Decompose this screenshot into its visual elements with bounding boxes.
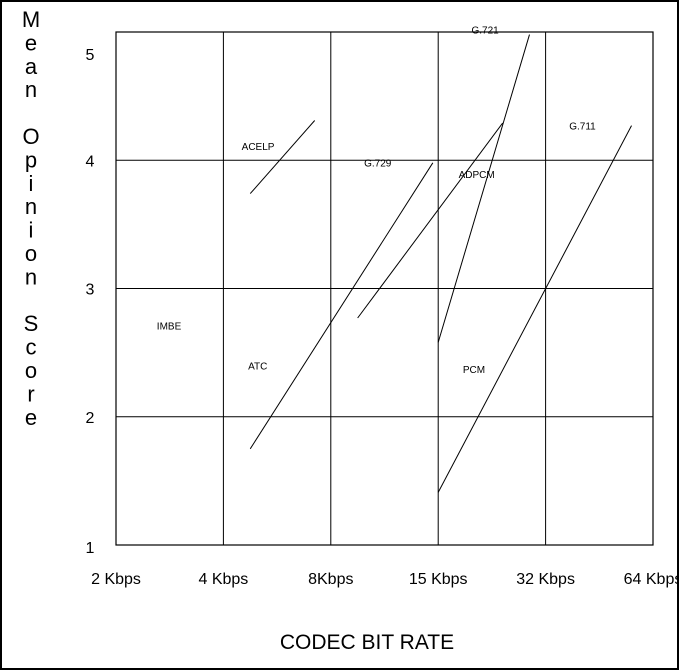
- series-line-4: [437, 125, 632, 493]
- series-line-1: [249, 120, 316, 194]
- x-tick-label: 2 Kbps: [91, 571, 141, 588]
- label-acelp: ACELP: [242, 142, 275, 153]
- y-label-letter: e: [25, 30, 37, 55]
- y-label-letter: i: [29, 218, 34, 243]
- y-label-letter: i: [29, 171, 34, 196]
- y-tick-label: 4: [86, 153, 95, 170]
- x-tick-label: 8Kbps: [308, 571, 353, 588]
- y-label-letter: n: [25, 264, 37, 289]
- y-label-letter: M: [22, 7, 40, 32]
- y-label-letter: n: [25, 194, 37, 219]
- x-tick-label: 15 Kbps: [409, 571, 468, 588]
- label-pcm: PCM: [463, 365, 485, 376]
- y-tick-label: 2: [86, 410, 95, 427]
- y-label-letter: n: [25, 77, 37, 102]
- codec-labels: ACELP G.729 IMBE ATC G.721 G.711 ADPCM PCM: [157, 25, 596, 376]
- y-label-letter: e: [25, 405, 37, 430]
- label-g-711: G.711: [569, 121, 596, 132]
- label-imbe: IMBE: [157, 322, 182, 333]
- y-tick-label: 5: [86, 47, 95, 64]
- series-line-0: [357, 122, 504, 319]
- x-tick-label: 4 Kbps: [198, 571, 248, 588]
- x-axis-ticks: 2 Kbps 4 Kbps 8Kbps 15 Kbps 32 Kbps 64 Kbps: [91, 571, 679, 588]
- label-adpcm: ADPCM: [459, 170, 495, 181]
- y-tick-label: 3: [86, 282, 95, 299]
- x-axis-label: CODEC BIT RATE: [280, 631, 454, 654]
- series-line-3: [437, 34, 530, 343]
- plot-area-border: [115, 31, 654, 546]
- grid: [115, 31, 654, 546]
- x-tick-label: 64 Kbps: [624, 571, 679, 588]
- y-label-letter: O: [22, 124, 39, 149]
- series-line-2: [249, 162, 434, 450]
- y-label-letter: p: [25, 147, 37, 172]
- y-label-letter: c: [26, 335, 37, 360]
- label-g-729: G.729: [364, 159, 392, 170]
- x-tick-label: 32 Kbps: [516, 571, 575, 588]
- y-axis-ticks: 1 2 3 4 5: [86, 47, 95, 557]
- y-label-letter: S: [24, 311, 39, 336]
- y-label-letter: o: [25, 241, 37, 266]
- series-lines: [249, 34, 632, 493]
- y-label-letter: o: [25, 358, 37, 383]
- label-g-721: G.721: [471, 25, 499, 36]
- y-label-letter: a: [25, 54, 38, 79]
- y-label-letter: r: [27, 381, 34, 406]
- y-tick-label: 1: [86, 540, 95, 557]
- label-atc: ATC: [248, 361, 267, 372]
